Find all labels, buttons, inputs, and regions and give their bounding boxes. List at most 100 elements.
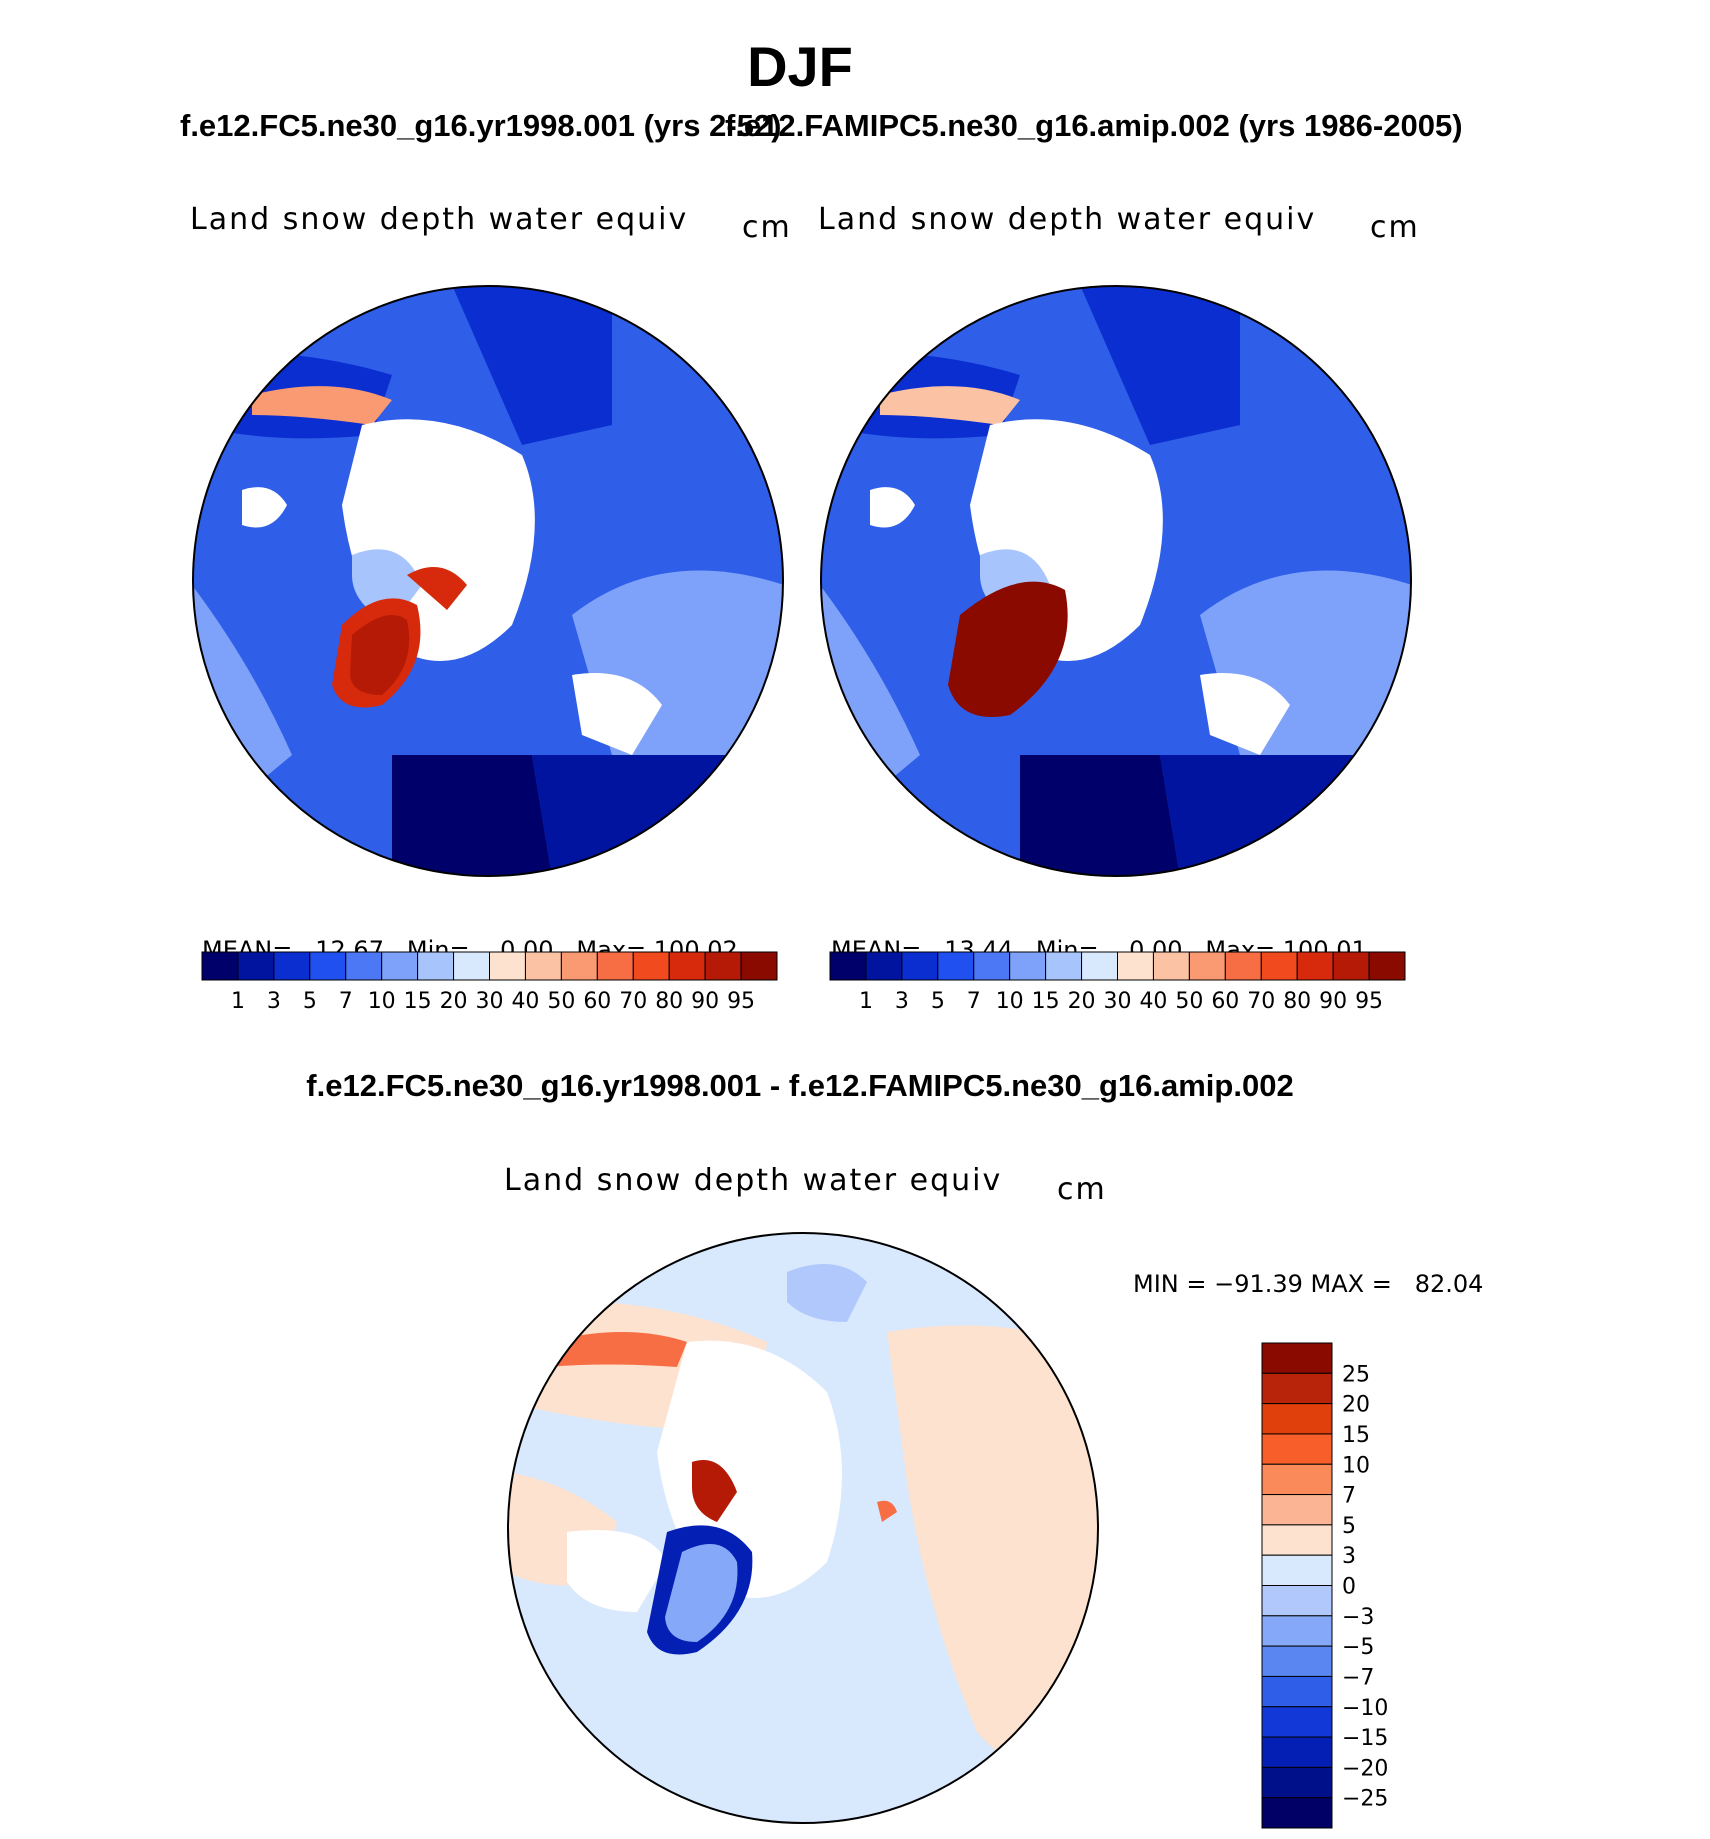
left-colorbar-box [201,951,239,981]
diff-colorbar-tick-label: 25 [1342,1362,1370,1387]
right-colorbar-tick-label: 10 [996,989,1024,1014]
right-colorbar-tick-label: 7 [967,989,981,1014]
right-colorbar-tick-label: 95 [1355,989,1383,1014]
right-colorbar-box [1188,951,1226,981]
left-variable-title: Land snow depth water equiv [190,202,689,237]
diff-colorbar-box [1261,1494,1333,1526]
right-asia-dark-region [1080,286,1240,445]
left-colorbar-tick-label: 20 [440,989,468,1014]
diff-colorbar-tick-label: −10 [1342,1696,1388,1721]
diff-colorbar-box [1261,1797,1333,1829]
left-colorbar-box [417,951,455,981]
diff-colorbar-tick-label: 0 [1342,1575,1356,1600]
left-colorbar-tick-label: 15 [404,989,432,1014]
left-canada-dark [532,755,783,876]
diff-colorbar-box [1261,1615,1333,1647]
diff-colorbar-tick-label: 10 [1342,1453,1370,1478]
diff-units-label: cm [1057,1172,1107,1207]
diff-greenland-interior [665,1544,738,1642]
left-panel-case-title: f.e12.FC5.ne30_g16.yr1998.001 (yrs 2-52) [180,108,782,143]
diff-small-positive-spot [877,1500,897,1522]
right-colorbar-box [1081,951,1118,981]
left-colorbar-box [740,951,778,981]
left-polar-map [192,285,784,877]
right-colorbar-tick-label: 15 [1032,989,1060,1014]
right-polar-map [820,285,1412,877]
diff-map-boundary [507,1232,1099,1824]
diff-colorbar-box [1261,1675,1333,1708]
diff-colorbar-box [1261,1706,1333,1738]
left-colorbar-box [489,951,526,981]
left-colorbar-tick-label: 1 [231,989,245,1014]
diff-colorbar-tick-label: −7 [1342,1665,1374,1690]
left-colorbar-tick-label: 3 [267,989,281,1014]
left-colorbar-box [668,951,706,981]
right-north-america-dark [1020,755,1180,876]
right-scandinavia-warm [880,386,1020,425]
right-hudson-bay [1200,673,1290,755]
diff-colorbar-box [1261,1524,1333,1556]
right-colorbar-box [1152,951,1190,981]
left-colorbar-box [632,951,670,981]
diff-colorbar-tick-label: −3 [1342,1605,1374,1630]
diff-svalbard-positive [692,1460,737,1522]
left-colorbar: 1 3 5 7 10 15 20 30 40 50 60 70 80 90 95 [201,951,778,1014]
left-greenland-core [350,615,410,695]
left-colorbar-tick-label: 10 [368,989,396,1014]
right-units-label: cm [1370,210,1420,245]
right-colorbar-tick-label: 5 [931,989,945,1014]
diff-colorbar-tick-label: −5 [1342,1635,1374,1660]
left-colorbar-tick-label: 80 [655,989,683,1014]
right-colorbar-box [1045,951,1083,981]
diff-min-max: MIN = −91.39 MAX = 82.04 [1133,1270,1484,1298]
right-panel-case-title: f.e12.FAMIPC5.ne30_g16.amip.002 (yrs 198… [725,108,1463,143]
diff-colorbar-box [1261,1463,1333,1496]
right-colorbar-box [937,951,975,981]
diff-colorbar-tick-label: 7 [1342,1484,1356,1509]
diff-siberia-warm [887,1325,1098,1768]
left-svalbard-warm [407,567,467,610]
difference-case-title: f.e12.FC5.ne30_g16.yr1998.001 - f.e12.FA… [306,1068,1294,1103]
diff-colorbar-box [1261,1645,1333,1677]
left-colorbar-box [453,951,490,981]
right-colorbar-tick-label: 3 [895,989,909,1014]
left-colorbar-box [560,951,598,981]
right-colorbar-box [1260,951,1298,981]
difference-polar-map [507,1232,1099,1824]
right-colorbar-box [1009,951,1047,981]
right-colorbar-box [973,951,1011,981]
diff-colorbar-tick-label: −25 [1342,1787,1388,1812]
right-north-sea [870,487,915,528]
right-colorbar-tick-label: 60 [1211,989,1239,1014]
right-colorbar-tick-label: 20 [1068,989,1096,1014]
left-north-america-dark [392,755,552,876]
right-colorbar-box [1296,951,1334,981]
diff-colorbar-box [1261,1403,1333,1435]
right-colorbar-tick-label: 30 [1104,989,1132,1014]
left-colorbar-box [596,951,634,981]
right-colorbar-box [1224,951,1262,981]
diff-colorbar-tick-label: 3 [1342,1544,1356,1569]
right-colorbar-tick-label: 70 [1247,989,1275,1014]
left-map-boundary [192,285,784,877]
left-colorbar-box [309,951,347,981]
right-colorbar-tick-label: 90 [1319,989,1347,1014]
left-colorbar-box [704,951,742,981]
diff-north-sea [567,1530,667,1612]
right-colorbar: 1 3 5 7 10 15 20 30 40 50 60 70 80 90 95 [829,951,1406,1014]
left-colorbar-tick-label: 40 [511,989,539,1014]
right-colorbar-box [829,951,867,981]
right-colorbar-box [1368,951,1406,981]
left-colorbar-tick-label: 60 [583,989,611,1014]
left-north-sea [242,487,287,528]
left-colorbar-box [273,951,311,981]
right-greenland-core [948,581,1068,717]
diff-colorbar-tick-label: −20 [1342,1756,1388,1781]
diff-colorbar-box [1261,1766,1333,1799]
left-asia-dark-region [452,286,612,445]
diff-variable-title: Land snow depth water equiv [504,1163,1003,1198]
diff-asia-negative [787,1264,867,1322]
left-colorbar-box [237,951,275,981]
difference-colorbar: 25 20 15 10 7 5 3 0 −3 −5 −7 −10 −15 −20 −25 [1261,1342,1388,1829]
right-colorbar-tick-label: 80 [1283,989,1311,1014]
